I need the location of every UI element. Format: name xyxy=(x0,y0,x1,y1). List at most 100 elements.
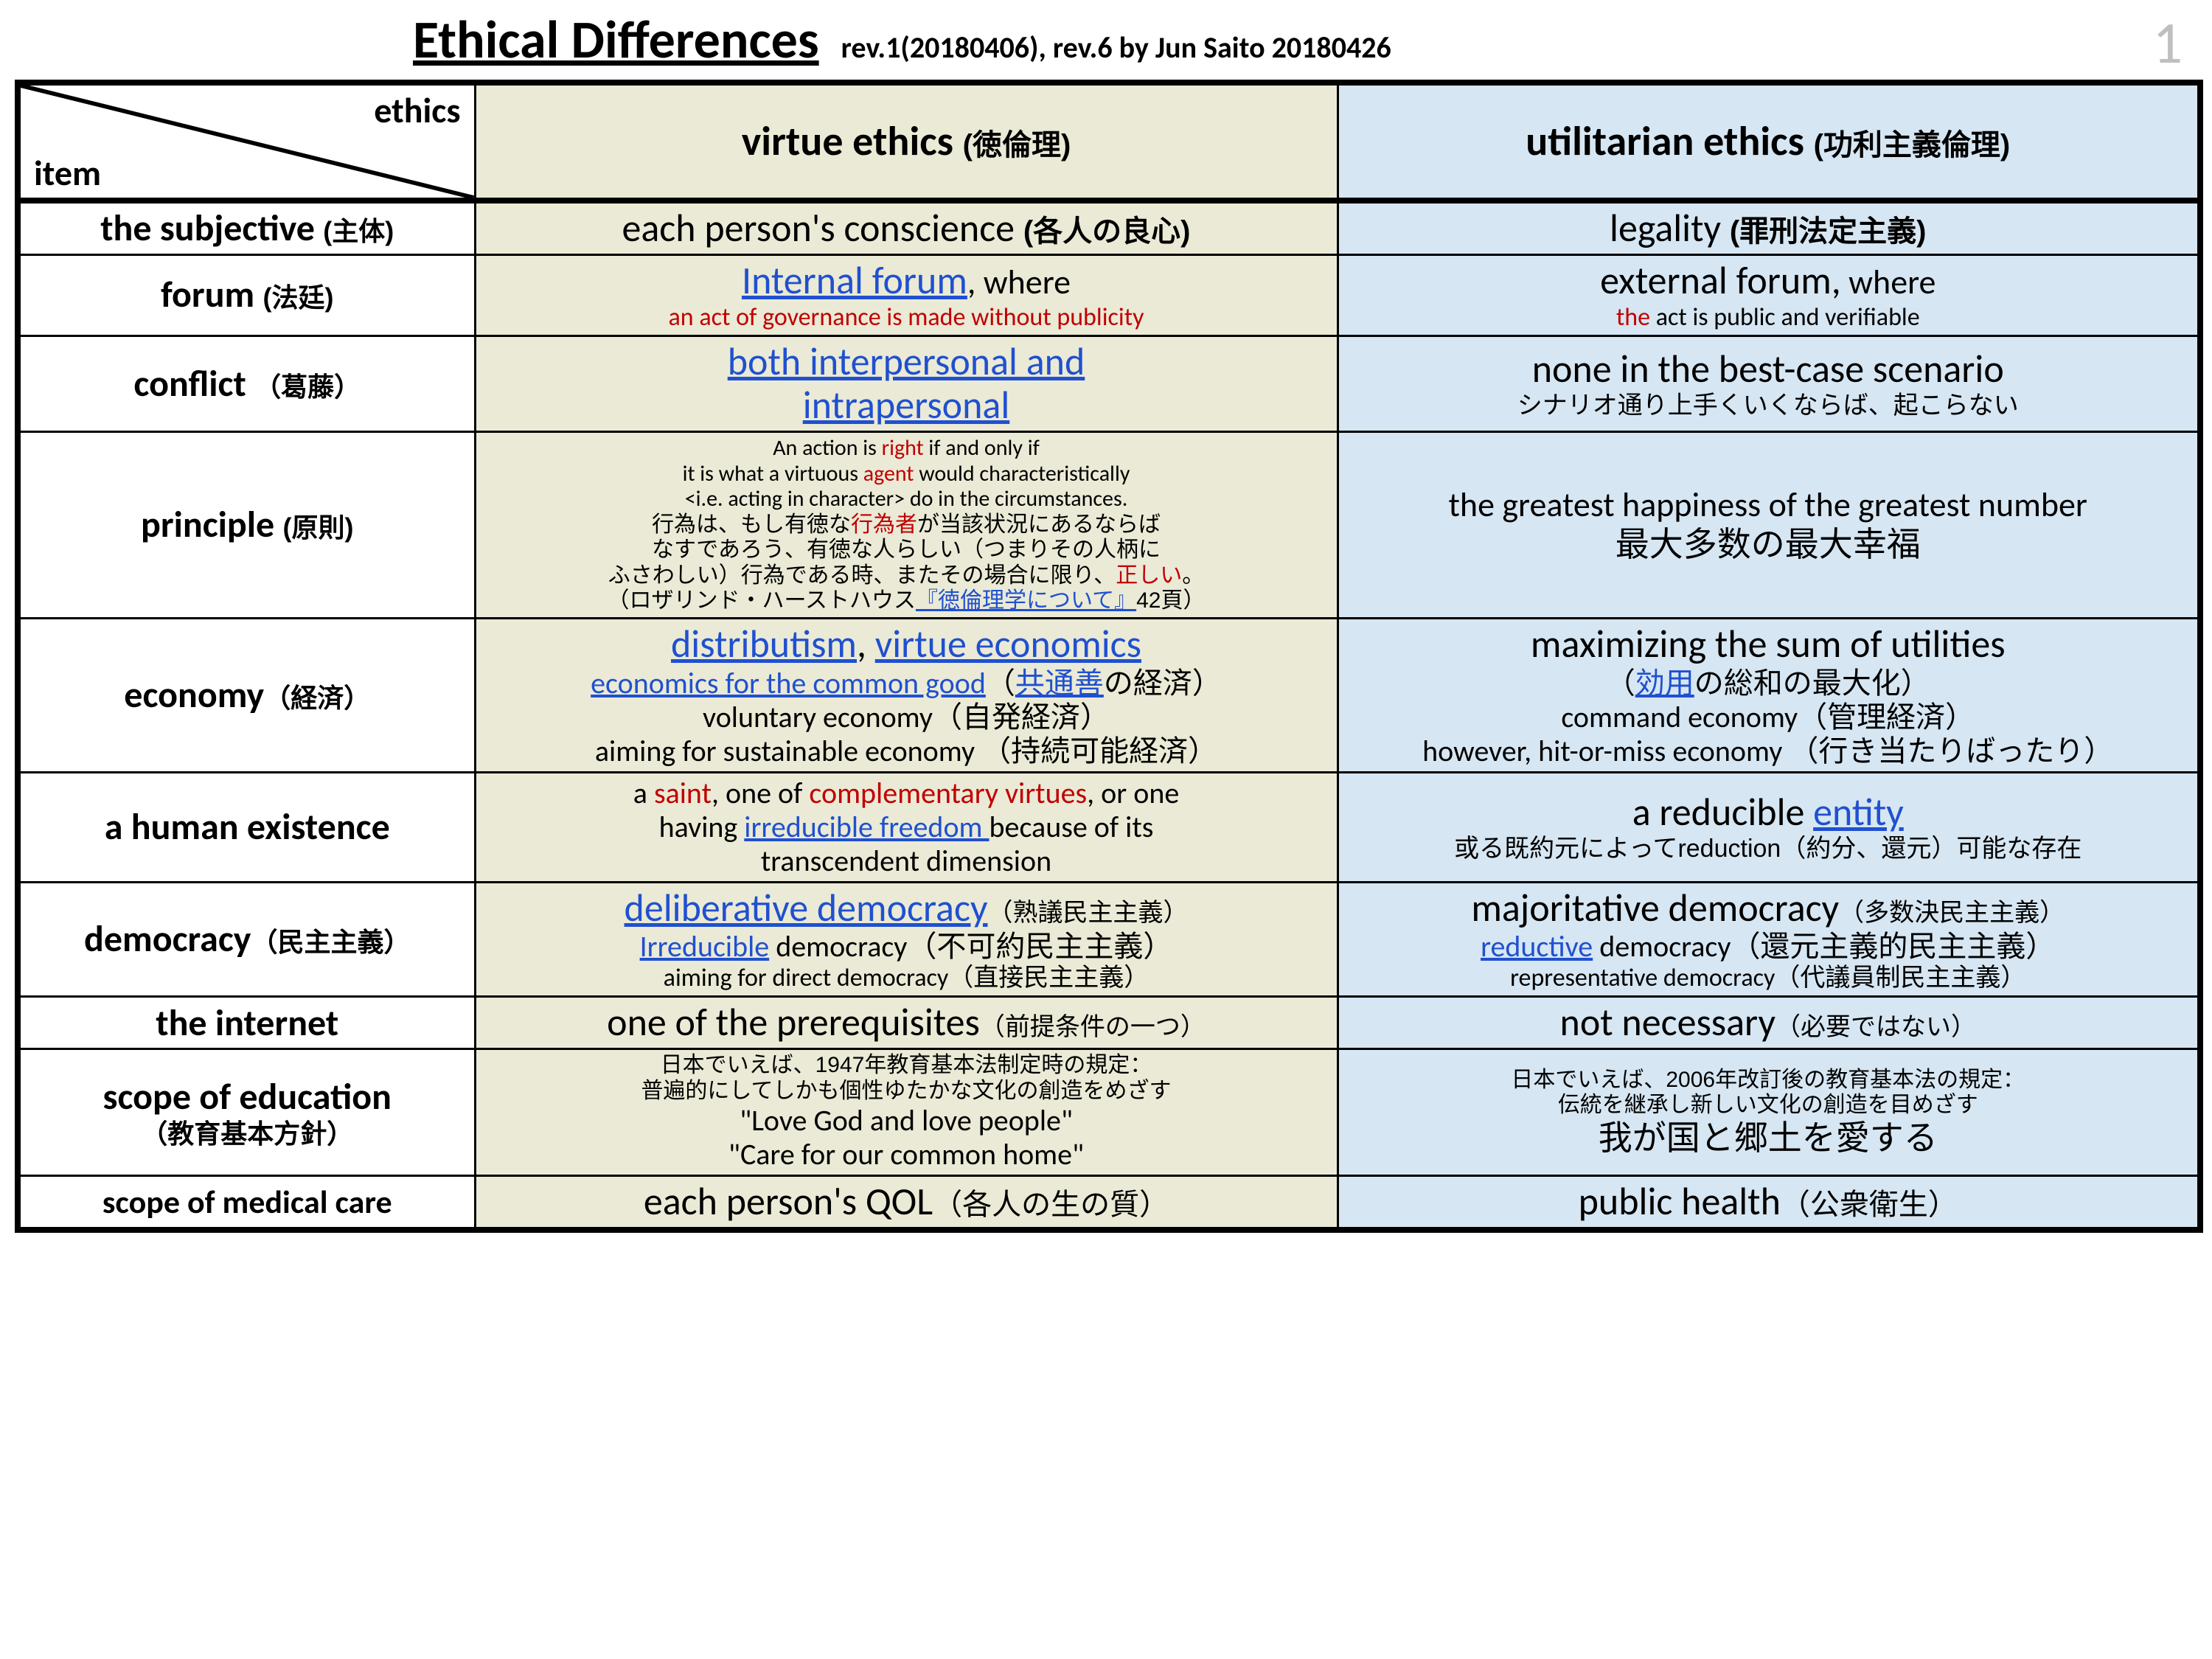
text-jp: （前提条件の一つ） xyxy=(980,1013,1206,1041)
link-internal-forum[interactable]: Internal forum xyxy=(742,257,967,304)
label: the subjective xyxy=(100,206,323,251)
text-jp: 最大多数の最大幸福 xyxy=(1345,525,2192,564)
text-jp: （還元主義的民主主義） xyxy=(1731,931,2055,963)
row-principle: principle (原則) An action is right if and… xyxy=(18,432,2200,619)
link-utility[interactable]: 効用 xyxy=(1635,667,1694,700)
link-virtue-econ[interactable]: virtue economics xyxy=(875,620,1141,667)
text: would characteristically xyxy=(914,460,1130,487)
text: one of the prerequisites xyxy=(607,998,980,1046)
text-jp: （公衆衛生） xyxy=(1781,1189,1958,1221)
label: a human existence xyxy=(18,772,475,882)
row-medical: scope of medical care each person's QOL（… xyxy=(18,1176,2200,1230)
text: , where xyxy=(967,262,1071,303)
header-item: item xyxy=(34,153,101,193)
link-conflict[interactable]: both interpersonal and xyxy=(482,340,1331,384)
text: 日本でいえば、1947年教育基本法制定時の規定： xyxy=(482,1053,1331,1079)
text: the greatest happiness of the greatest n… xyxy=(1345,486,2192,525)
text: external forum, xyxy=(1600,257,1841,304)
label-jp: （教育基本方針） xyxy=(27,1119,468,1149)
link-conflict[interactable]: intrapersonal xyxy=(482,383,1331,428)
text: none in the best-case scenario xyxy=(1345,347,2192,392)
text: majoritative democracy xyxy=(1471,884,1839,931)
text: の経済） xyxy=(1104,667,1222,700)
header-virtue: virtue ethics (徳倫理) xyxy=(475,83,1338,201)
header-util-en: utilitarian ethics xyxy=(1526,116,1813,167)
row-forum: forum (法廷) Internal forum, where an act … xyxy=(18,254,2200,335)
text: が当該状況にあるならば xyxy=(917,512,1161,537)
text-jp: （多数決民主主義） xyxy=(1839,899,2065,927)
cell-jp: (罪刑法定主義) xyxy=(1730,215,1927,248)
cell-text: legality xyxy=(1610,204,1730,251)
label-jp: （葛藤） xyxy=(254,372,361,402)
text: , or one xyxy=(1087,775,1179,811)
text: saint xyxy=(654,775,712,811)
label-jp: (原則) xyxy=(283,512,354,543)
text: （ロザリンド・ハーストハウス xyxy=(608,588,917,613)
text-jp: （必要ではない） xyxy=(1775,1013,1976,1041)
text: agent xyxy=(863,460,914,487)
text: each person's QOL xyxy=(644,1178,933,1225)
link-common-good[interactable]: economics for the common good xyxy=(591,665,986,701)
link-deliberative[interactable]: deliberative democracy xyxy=(625,884,988,931)
header-diagonal: ethics item xyxy=(18,83,475,201)
text-jp: （不可約民主主義） xyxy=(907,931,1172,963)
text: a reducible xyxy=(1632,788,1813,835)
text: , xyxy=(857,620,875,667)
ethics-table: ethics item virtue ethics (徳倫理) utilitar… xyxy=(15,80,2203,1233)
label: conflict xyxy=(133,361,254,406)
text: the xyxy=(1616,302,1650,333)
link-entity[interactable]: entity xyxy=(1813,788,1904,835)
text: an act of governance is made without pub… xyxy=(669,302,1144,333)
text: "Love God and love people" xyxy=(482,1104,1331,1138)
text: An action is xyxy=(773,434,881,462)
title-row: Ethical Differences rev.1(20180406), rev… xyxy=(0,0,2212,80)
text-jp: （各人の生の質） xyxy=(933,1189,1169,1221)
label-jp: (法廷) xyxy=(263,282,334,313)
label: scope of medical care xyxy=(18,1176,475,1230)
text: （ xyxy=(986,667,1015,700)
text: <i.e. acting in character> do in the cir… xyxy=(482,487,1331,512)
text: complementary virtues xyxy=(809,775,1087,811)
link-reductive[interactable]: reductive xyxy=(1481,928,1593,964)
label: principle xyxy=(141,502,283,547)
revision-info: rev.1(20180406), rev.6 by Jun Saito 2018… xyxy=(841,29,1391,66)
link-book[interactable]: 『徳倫理学について』 xyxy=(916,588,1136,613)
text: 日本でいえば、2006年改訂後の教育基本法の規定： xyxy=(1345,1068,2192,1093)
text: 。 xyxy=(1182,563,1204,588)
label: economy xyxy=(124,672,264,717)
link-common-good-jp[interactable]: 共通善 xyxy=(1015,667,1104,700)
text: act is public and verifiable xyxy=(1650,302,1920,333)
link-irreducible[interactable]: irreducible freedom xyxy=(744,809,989,845)
text: where xyxy=(1841,262,1936,303)
text: 行為者 xyxy=(851,512,917,537)
text: , one of xyxy=(712,775,809,811)
header-ethics: ethics xyxy=(374,90,460,131)
page-title: Ethical Differences xyxy=(413,7,819,72)
text: voluntary economy（自発経済） xyxy=(482,700,1331,734)
text: not necessary xyxy=(1560,998,1775,1046)
text: representative democracy（代議員制民主主義） xyxy=(1345,964,2192,992)
text: democracy xyxy=(769,928,907,964)
row-economy: economy（経済） distributism, virtue economi… xyxy=(18,618,2200,772)
label: the internet xyxy=(18,997,475,1049)
cell-jp: (各人の良心) xyxy=(1023,215,1191,248)
text: なすであろう、有徳な人らしい（つまりその人柄に xyxy=(482,538,1331,563)
text: 42頁） xyxy=(1136,588,1205,613)
row-conflict: conflict （葛藤） both interpersonal and int… xyxy=(18,335,2200,432)
text: 正しい xyxy=(1116,563,1182,588)
header-virtue-jp: (徳倫理) xyxy=(963,129,1071,161)
header-virtue-en: virtue ethics xyxy=(742,116,963,167)
text: however, hit-or-miss economy （行き当たりばったり） xyxy=(1345,734,2192,768)
text: 普遍的にしてしかも個性ゆたかな文化の創造をめざす xyxy=(482,1079,1331,1105)
text: public health xyxy=(1579,1178,1781,1225)
row-human: a human existence a saint, one of comple… xyxy=(18,772,2200,882)
header-util-jp: (功利主義倫理) xyxy=(1814,129,2011,161)
text-jp: 或る既約元によってreduction（約分、還元）可能な存在 xyxy=(1345,835,2192,863)
link-irreducible-dem[interactable]: Irreducible xyxy=(640,928,770,964)
text: it is what a virtuous xyxy=(683,460,863,487)
text: （ xyxy=(1606,667,1635,700)
label-jp: （民主主義） xyxy=(251,927,410,957)
row-democracy: democracy（民主主義） deliberative democracy（熟… xyxy=(18,882,2200,997)
link-distributism[interactable]: distributism xyxy=(671,620,857,667)
text: ふさわしい）行為である時、またその場合に限り、 xyxy=(608,563,1116,588)
